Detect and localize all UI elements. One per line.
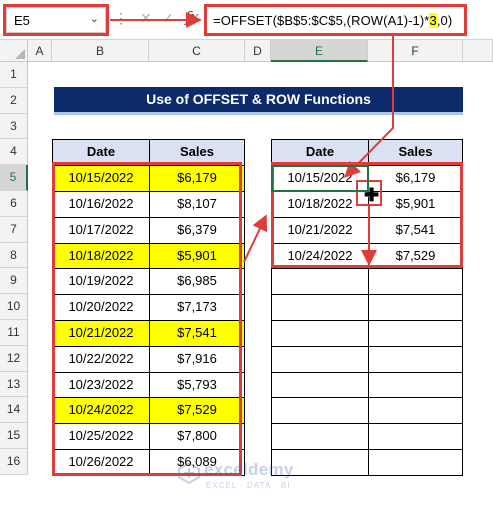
name-box-value: E5 bbox=[14, 13, 30, 28]
table-cell-sales[interactable]: $8,107 bbox=[149, 191, 245, 218]
table-cell-sales[interactable]: $7,541 bbox=[368, 216, 463, 244]
chevron-down-icon[interactable]: ⌄ bbox=[89, 13, 99, 25]
row-header-4[interactable]: 4 bbox=[0, 139, 28, 166]
table-cell-date[interactable]: 10/21/2022 bbox=[52, 320, 150, 347]
formula-text: =OFFSET($B$5:$C$5,(ROW(A1)-1)*3,0) bbox=[213, 13, 452, 28]
table-cell-date[interactable]: 10/18/2022 bbox=[271, 191, 369, 218]
row-header-3[interactable]: 3 bbox=[0, 113, 28, 140]
table-cell-date[interactable] bbox=[271, 371, 369, 399]
row-header-11[interactable]: 11 bbox=[0, 320, 28, 346]
formula-input[interactable]: =OFFSET($B$5:$C$5,(ROW(A1)-1)*3,0) bbox=[207, 6, 464, 34]
row-header-6[interactable]: 6 bbox=[0, 191, 28, 217]
table-cell-sales[interactable]: $5,793 bbox=[149, 371, 245, 399]
row-header-10[interactable]: 10 bbox=[0, 294, 28, 320]
sheet-title: Use of OFFSET & ROW Functions bbox=[54, 87, 463, 112]
row-header-5[interactable]: 5 bbox=[0, 165, 28, 191]
column-header-a[interactable]: A bbox=[28, 40, 52, 62]
checkmark-icon[interactable]: ✓ bbox=[162, 10, 174, 26]
table-cell-sales[interactable]: $5,901 bbox=[149, 242, 245, 270]
table-cell-sales[interactable]: $6,985 bbox=[149, 268, 245, 296]
table-cell-sales[interactable] bbox=[368, 345, 463, 373]
table-cell-sales[interactable]: $6,179 bbox=[149, 165, 245, 192]
watermark-tagline: EXCEL · DATA · BI bbox=[206, 481, 291, 490]
table-cell-sales[interactable]: $7,541 bbox=[149, 320, 245, 347]
table-cell-date[interactable]: 10/17/2022 bbox=[52, 216, 150, 244]
fx-icon[interactable]: fx bbox=[185, 8, 200, 26]
crosshair-plus-icon: ✚ bbox=[364, 185, 380, 205]
column-header-filler bbox=[463, 40, 493, 62]
table-cell-date[interactable]: 10/22/2022 bbox=[52, 345, 150, 373]
table-cell-date[interactable] bbox=[271, 397, 369, 425]
table-cell-date[interactable]: 10/16/2022 bbox=[52, 191, 150, 218]
table-cell-sales[interactable]: $5,901 bbox=[368, 191, 463, 218]
column-header-f[interactable]: F bbox=[368, 40, 463, 62]
table-cell-date[interactable] bbox=[271, 268, 369, 296]
table-cell-sales[interactable] bbox=[368, 423, 463, 450]
formula-bar-separator: ⋮ bbox=[114, 10, 128, 26]
table-cell-sales[interactable] bbox=[368, 371, 463, 399]
row-header-15[interactable]: 15 bbox=[0, 423, 28, 449]
table-cell-sales[interactable] bbox=[368, 320, 463, 347]
row-header-16[interactable]: 16 bbox=[0, 449, 28, 475]
table-cell-sales[interactable] bbox=[368, 397, 463, 425]
table-cell-date[interactable]: 10/24/2022 bbox=[52, 397, 150, 425]
formula-main: =OFFSET($B$5:$C$5,(ROW(A1)-1)* bbox=[213, 13, 430, 28]
table-cell-sales[interactable]: $7,800 bbox=[149, 423, 245, 450]
row-header-13[interactable]: 13 bbox=[0, 371, 28, 398]
table-cell-date[interactable] bbox=[271, 449, 369, 476]
table-cell-sales[interactable]: $7,529 bbox=[368, 242, 463, 270]
formula-bar: E5 ⌄ ⋮ ✕ ✓ fx =OFFSET($B$5:$C$5,(ROW(A1)… bbox=[0, 0, 493, 40]
table-cell-date[interactable] bbox=[271, 320, 369, 347]
table-cell-date[interactable] bbox=[271, 423, 369, 450]
right-header-date: Date bbox=[271, 139, 369, 167]
left-header-date: Date bbox=[52, 139, 150, 167]
table-cell-date[interactable]: 10/24/2022 bbox=[271, 242, 369, 270]
table-cell-sales[interactable]: $7,916 bbox=[149, 345, 245, 373]
select-all-icon bbox=[15, 49, 25, 59]
left-header-sales: Sales bbox=[149, 139, 245, 167]
title-underline bbox=[54, 112, 463, 115]
row-header-14[interactable]: 14 bbox=[0, 397, 28, 424]
table-cell-date[interactable]: 10/15/2022 bbox=[271, 165, 369, 192]
table-cell-date[interactable]: 10/20/2022 bbox=[52, 294, 150, 321]
table-cell-sales[interactable] bbox=[368, 449, 463, 476]
row-header-1[interactable]: 1 bbox=[0, 62, 28, 88]
table-cell-date[interactable] bbox=[271, 345, 369, 373]
row-header-8[interactable]: 8 bbox=[0, 242, 28, 269]
close-icon[interactable]: ✕ bbox=[140, 10, 152, 26]
column-header-e[interactable]: E bbox=[271, 40, 368, 62]
table-cell-date[interactable]: 10/26/2022 bbox=[52, 449, 150, 476]
row-header-12[interactable]: 12 bbox=[0, 345, 28, 372]
table-cell-date[interactable]: 10/21/2022 bbox=[271, 216, 369, 244]
table-cell-date[interactable]: 10/15/2022 bbox=[52, 165, 150, 192]
table-cell-sales[interactable] bbox=[368, 294, 463, 321]
right-header-sales: Sales bbox=[368, 139, 463, 167]
table-cell-date[interactable]: 10/18/2022 bbox=[52, 242, 150, 270]
table-cell-sales[interactable] bbox=[368, 268, 463, 296]
column-header-b[interactable]: B bbox=[52, 40, 149, 62]
table-cell-sales[interactable]: $7,173 bbox=[149, 294, 245, 321]
table-cell-date[interactable]: 10/25/2022 bbox=[52, 423, 150, 450]
row-header-7[interactable]: 7 bbox=[0, 216, 28, 243]
table-cell-sales[interactable]: $7,529 bbox=[149, 397, 245, 425]
arrow-source-to-result bbox=[243, 214, 268, 263]
name-box[interactable]: E5 ⌄ bbox=[6, 7, 106, 33]
column-header-d[interactable]: D bbox=[245, 40, 271, 62]
table-cell-date[interactable] bbox=[271, 294, 369, 321]
table-cell-sales[interactable]: $6,179 bbox=[368, 165, 463, 192]
row-header-9[interactable]: 9 bbox=[0, 268, 28, 295]
select-all-corner[interactable] bbox=[0, 40, 28, 62]
table-cell-sales[interactable]: $6,089 bbox=[149, 449, 245, 476]
formula-highlight: 3 bbox=[429, 13, 437, 28]
column-header-c[interactable]: C bbox=[149, 40, 245, 62]
table-cell-date[interactable]: 10/23/2022 bbox=[52, 371, 150, 399]
formula-end: ,0) bbox=[436, 13, 453, 28]
row-header-2[interactable]: 2 bbox=[0, 87, 28, 114]
table-cell-date[interactable]: 10/19/2022 bbox=[52, 268, 150, 296]
table-cell-sales[interactable]: $6,379 bbox=[149, 216, 245, 244]
